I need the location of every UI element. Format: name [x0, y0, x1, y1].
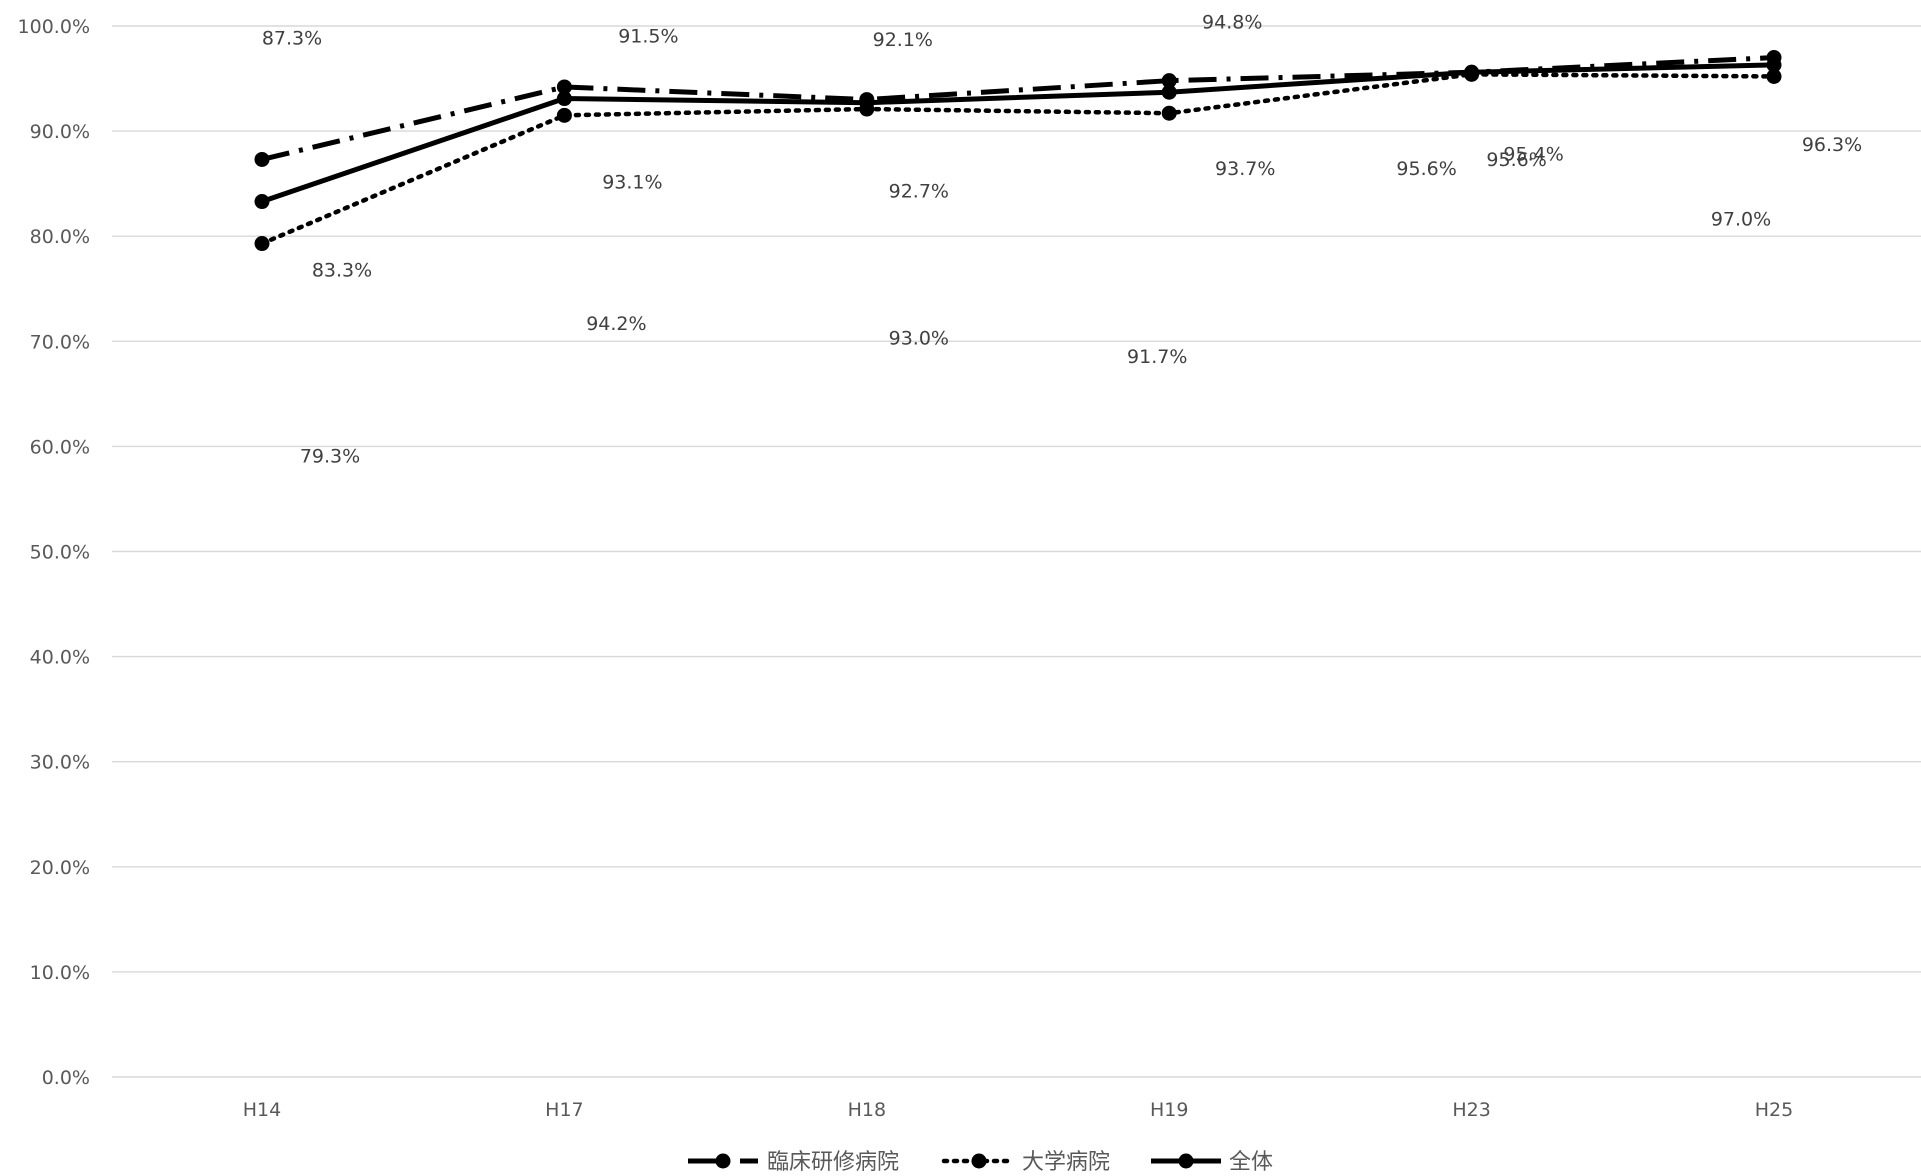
data-point [1161, 105, 1177, 121]
data-label: 95.2% [1488, 0, 1548, 3]
data-label: 94.8% [1202, 12, 1262, 34]
legend-marker [1178, 1153, 1194, 1169]
legend-label: 臨床研修病院 [767, 1150, 899, 1175]
data-label: 97.0% [1711, 209, 1771, 231]
data-point [1464, 64, 1480, 80]
x-tick-label: H23 [1452, 1099, 1490, 1121]
data-label: 95.6% [1486, 149, 1546, 171]
data-label: 92.1% [873, 29, 933, 51]
data-point [1766, 57, 1782, 73]
y-tick-label: 50.0% [30, 542, 90, 564]
y-tick-label: 80.0% [30, 226, 90, 248]
series-line [259, 72, 1777, 246]
y-tick-label: 10.0% [30, 962, 90, 984]
legend-marker [971, 1153, 987, 1169]
x-axis-ticks: H14 H17 H18 H19 H23 H25 [243, 1099, 1793, 1121]
data-label: 96.3% [1802, 134, 1862, 156]
y-tick-label: 20.0% [30, 857, 90, 879]
y-axis-ticks: 0.0% 10.0% 20.0% 30.0% 40.0% 50.0% 60.0% 70.0% 8… [18, 16, 90, 1089]
y-tick-label: 60.0% [30, 436, 90, 458]
data-point [1766, 68, 1782, 84]
y-tick-label: 70.0% [30, 331, 90, 353]
data-point [254, 151, 270, 167]
data-label: 94.2% [586, 313, 646, 335]
legend: 臨床研修病院 大学病院 全体 [688, 1150, 1273, 1175]
x-tick-label: H25 [1755, 1099, 1793, 1121]
data-point [1161, 73, 1177, 89]
data-label: 93.0% [889, 328, 949, 350]
data-point [556, 79, 572, 95]
data-labels: 87.3% 94.2% 93.0% 94.8% 95.6% 97.0% 79.3% 91.5%… [262, 0, 1862, 468]
x-tick-label: H19 [1150, 1099, 1188, 1121]
data-label: 79.3% [300, 446, 360, 468]
legend-label: 全体 [1229, 1150, 1273, 1175]
data-label: 91.7% [1127, 346, 1187, 368]
y-tick-label: 30.0% [30, 752, 90, 774]
data-label: 93.7% [1215, 158, 1275, 180]
data-label: 93.1% [602, 172, 662, 194]
data-point [254, 236, 270, 252]
data-label: 92.7% [889, 181, 949, 203]
data-label: 95.4% [1503, 143, 1563, 165]
x-tick-label: H17 [545, 1099, 583, 1121]
gridlines [112, 25, 1921, 1078]
y-tick-label: 40.0% [30, 647, 90, 669]
data-point [1161, 84, 1177, 100]
legend-marker [715, 1153, 731, 1169]
legend-label: 大学病院 [1022, 1150, 1110, 1175]
data-label: 83.3% [312, 260, 372, 282]
data-point [556, 107, 572, 123]
x-tick-label: H18 [848, 1099, 886, 1121]
data-point [254, 194, 270, 210]
y-tick-label: 90.0% [30, 121, 90, 143]
data-label: 87.3% [262, 27, 322, 49]
x-tick-label: H14 [243, 1099, 281, 1121]
y-tick-label: 100.0% [18, 16, 90, 38]
series-line [261, 62, 1775, 204]
data-label: 95.6% [1396, 158, 1456, 180]
data-label: 91.5% [618, 25, 678, 47]
data-point [556, 91, 572, 107]
data-point [859, 95, 875, 111]
y-tick-label: 0.0% [42, 1067, 90, 1089]
series-lines [254, 50, 1782, 252]
